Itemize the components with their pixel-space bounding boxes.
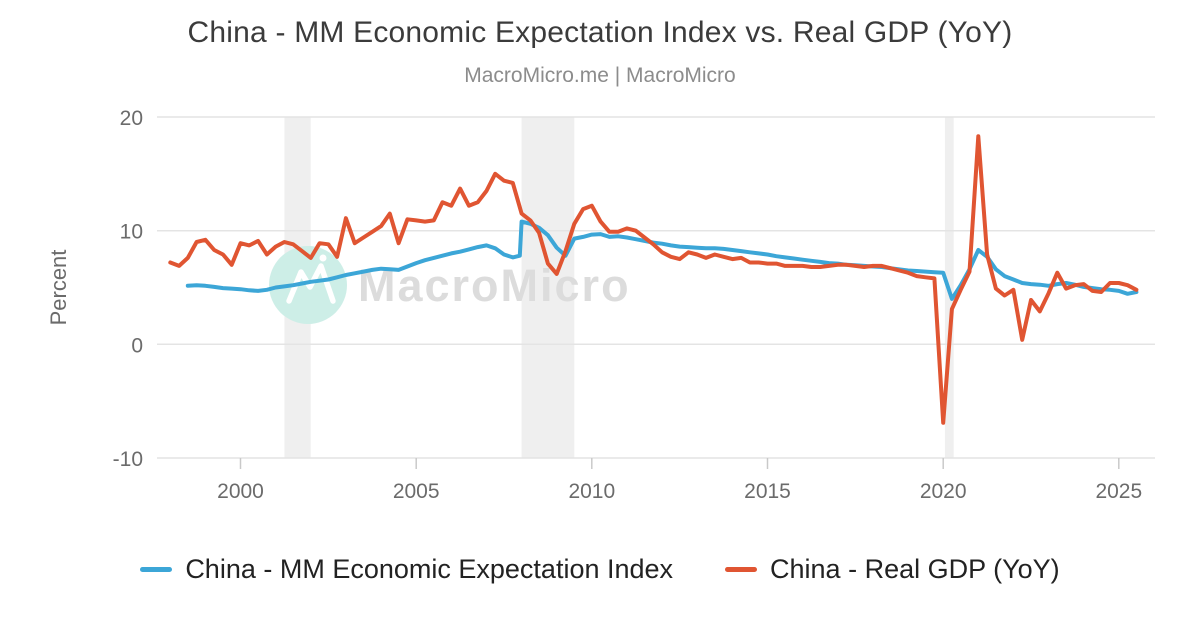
real-gdp-yoy-line[interactable] (168, 134, 1139, 425)
red-line-swatch-icon (725, 566, 758, 572)
recession-band (521, 117, 575, 458)
y-tick-label: 10 (120, 221, 143, 244)
mm-economic-expectation-index-line[interactable] (185, 219, 1139, 301)
y-tick-label: 20 (120, 107, 143, 130)
macromicro-logo-dot-icon (319, 254, 327, 262)
y-axis-title: Percent (46, 250, 71, 326)
x-tick-label: 2025 (1095, 480, 1142, 503)
page-title: China - MM Economic Expectation Index vs… (187, 16, 1013, 49)
legend-label-real-gdp: China - Real GDP (YoY) (770, 553, 1060, 584)
page-subtitle: MacroMicro.me | MacroMicro (464, 64, 736, 87)
x-tick-label: 2015 (744, 480, 791, 503)
macromicro-logo-mountain-icon (286, 263, 336, 304)
legend-label-expectation-index: China - MM Economic Expectation Index (185, 553, 674, 584)
x-tick-label: 2005 (393, 480, 440, 503)
y-tick-label: 0 (131, 334, 143, 357)
x-tick-label: 2010 (568, 480, 615, 503)
legend-item-real-gdp[interactable]: China - Real GDP (YoY) (725, 554, 1060, 585)
legend-item-expectation-index[interactable]: China - MM Economic Expectation Index (140, 554, 673, 585)
x-tick-label: 2020 (920, 480, 967, 503)
blue-line-swatch-icon (140, 566, 173, 572)
y-tick-label: -10 (113, 448, 143, 471)
x-tick-label: 2000 (217, 480, 264, 503)
chart-legend: China - MM Economic Expectation Index Ch… (0, 549, 1200, 589)
